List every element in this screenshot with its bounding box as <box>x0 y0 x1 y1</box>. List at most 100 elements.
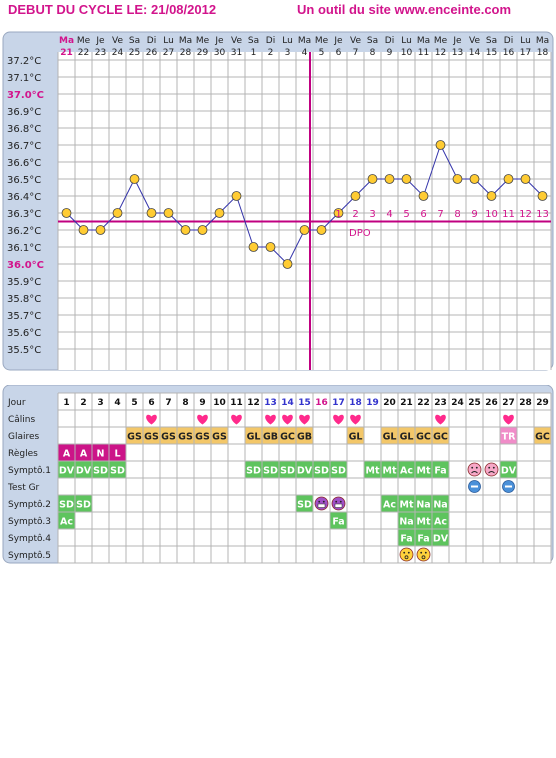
glaire-text: GS <box>212 432 227 443</box>
sympto2-cell <box>381 495 398 512</box>
day-number: 18 <box>349 398 362 408</box>
face-outline <box>314 496 329 511</box>
sympto4-cell <box>415 529 432 546</box>
date-label: 7 <box>353 48 359 58</box>
weekday-label: Sa <box>129 36 140 46</box>
sympto3-text: Ac <box>434 517 447 528</box>
sympto3-cell <box>58 512 75 529</box>
face-eye <box>471 466 474 469</box>
day-number: 15 <box>298 398 311 408</box>
row-label: Test Gr <box>7 483 40 493</box>
worried-face-icon <box>399 547 414 562</box>
weekday-label: Lu <box>282 36 293 46</box>
sympto1-cell <box>262 461 279 478</box>
sympto1-cell <box>92 461 109 478</box>
day-number: 27 <box>502 398 515 408</box>
temperature-point <box>333 208 344 218</box>
heart-icon <box>350 414 361 425</box>
temperature-point <box>95 225 106 235</box>
day-number: 21 <box>400 398 413 408</box>
weekday-label: Je <box>333 36 343 46</box>
heart-icon <box>435 414 446 425</box>
temperature-point <box>129 174 140 184</box>
date-label: 4 <box>302 48 308 58</box>
temperature-point <box>503 174 514 184</box>
regles-cell <box>58 444 75 461</box>
weekday-label: Me <box>77 36 91 46</box>
test-negative-bar <box>471 485 478 488</box>
test-negative-bar <box>505 485 512 488</box>
face-eye <box>475 466 478 469</box>
sympto2-text: Na <box>433 500 447 511</box>
y-tick-label: 36.1°C <box>7 243 41 254</box>
y-tick-label: 36.2°C <box>7 226 41 237</box>
face-outline <box>399 547 414 562</box>
face-eye <box>318 500 321 503</box>
sympto3-cell <box>330 512 347 529</box>
sympto1-cell <box>432 461 449 478</box>
day-number: 2 <box>80 398 86 408</box>
sympto2-cell <box>75 495 92 512</box>
temperature-point <box>384 174 395 184</box>
sympto1-text: Ac <box>400 466 413 477</box>
row-label: Glaires <box>8 432 40 442</box>
glaire-cell <box>296 427 313 444</box>
sympto3-text: Fa <box>332 517 344 528</box>
glaire-cell <box>245 427 262 444</box>
date-label: 17 <box>520 48 531 58</box>
date-label: 6 <box>336 48 342 58</box>
worried-face-icon <box>416 547 431 562</box>
glaire-cell <box>177 427 194 444</box>
weekday-label: Me <box>434 36 448 46</box>
row-label: Règles <box>8 448 38 459</box>
temperature-point <box>537 191 548 201</box>
face-mouth <box>334 503 343 508</box>
grin-face-icon <box>331 496 346 511</box>
weekday-label: Sa <box>367 36 378 46</box>
regles-cell <box>109 444 126 461</box>
date-label: 22 <box>78 48 89 58</box>
day-number: 26 <box>485 398 498 408</box>
weekday-label: Ve <box>350 36 361 46</box>
site-credit: Un outil du site www.enceinte.com <box>297 2 512 17</box>
date-label: 26 <box>146 48 158 58</box>
day-number: 11 <box>230 398 243 408</box>
row-label: Symptô.5 <box>8 550 51 561</box>
glaire-cell <box>262 427 279 444</box>
sympto1-text: SD <box>93 466 108 477</box>
sympto3-text: Mt <box>417 517 431 528</box>
date-label: 12 <box>435 48 446 58</box>
heart-icon <box>231 414 242 425</box>
date-label: 2 <box>268 48 274 58</box>
sympto1-text: Fa <box>434 466 446 477</box>
dpo-number: 7 <box>437 209 443 220</box>
day-number: 23 <box>434 398 447 408</box>
day-number: 1 <box>63 398 69 408</box>
date-label: 10 <box>401 48 413 58</box>
y-tick-label: 36.0°C <box>7 260 44 271</box>
heart-icon <box>503 414 514 425</box>
date-label: 24 <box>112 48 124 58</box>
y-tick-label: 36.5°C <box>7 175 41 186</box>
regles-text: A <box>80 449 88 460</box>
dpo-number: 3 <box>369 209 375 220</box>
day-number: 6 <box>148 398 154 408</box>
date-label: 3 <box>285 48 291 58</box>
temperature-point <box>282 259 293 269</box>
weekday-label: Ma <box>536 36 549 46</box>
day-number: 3 <box>97 398 103 408</box>
day-number: 25 <box>468 398 481 408</box>
regles-text: L <box>114 449 120 460</box>
weekday-label: Ma <box>179 36 192 46</box>
weekday-label: Di <box>266 36 275 46</box>
temperature-point <box>78 225 89 235</box>
row-label: Symptô.2 <box>8 499 51 510</box>
sympto4-text: DV <box>433 534 449 545</box>
temperature-point <box>520 174 531 184</box>
sad-face-icon <box>467 462 482 477</box>
glaire-cell <box>279 427 296 444</box>
date-label: 11 <box>418 48 429 58</box>
temperature-point <box>265 242 276 252</box>
heart-icon <box>299 414 310 425</box>
day-number: 29 <box>536 398 549 408</box>
